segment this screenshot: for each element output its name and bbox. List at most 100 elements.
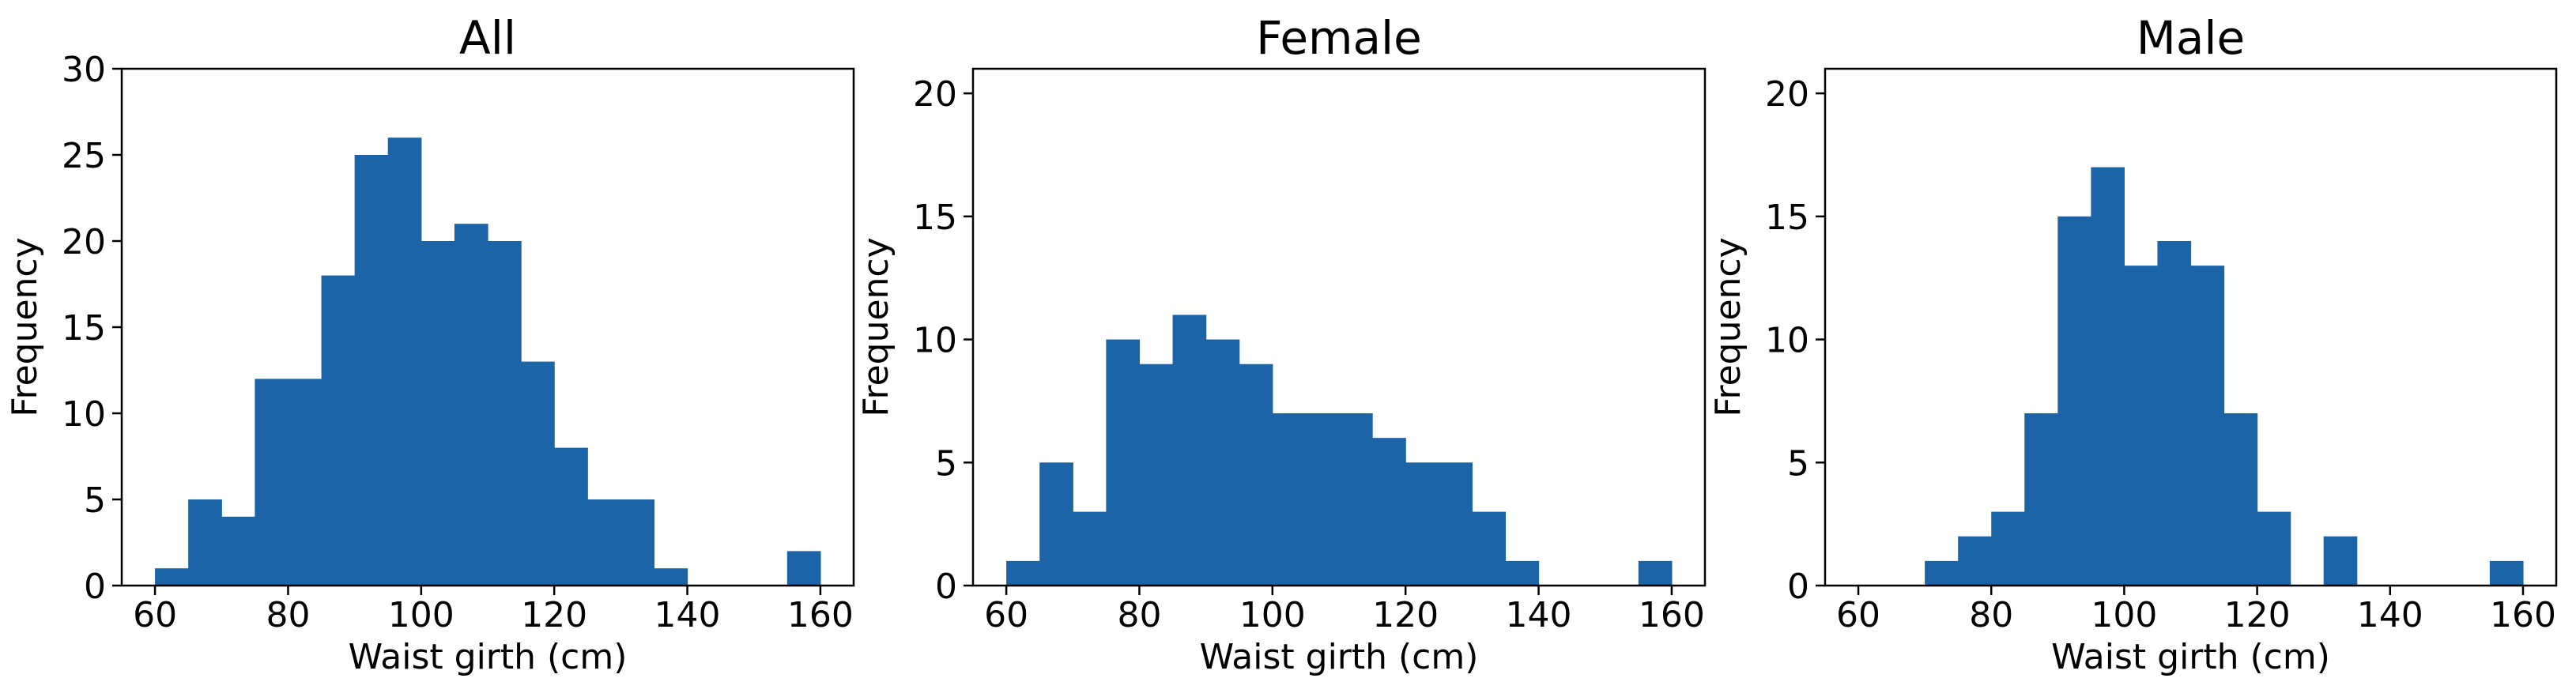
y-tick-label: 5 — [1787, 443, 1809, 484]
x-tick-label: 160 — [787, 595, 854, 635]
histogram-bar — [321, 275, 356, 586]
y-tick-label: 10 — [1765, 321, 1809, 361]
y-axis-ticks: 0 5 10 15 20 25 30 — [62, 50, 122, 607]
x-axis-label: Waist girth (cm) — [349, 637, 628, 677]
x-tick-label: 100 — [388, 595, 454, 635]
histogram-bar — [1405, 462, 1439, 586]
y-tick-label: 0 — [935, 567, 957, 607]
histogram-bar — [221, 516, 255, 586]
x-tick-label: 160 — [2490, 595, 2556, 635]
x-tick-label: 80 — [266, 595, 310, 635]
histogram-bar — [2323, 536, 2358, 586]
histogram-bar — [554, 447, 588, 586]
x-tick-label: 120 — [521, 595, 587, 635]
x-axis-ticks: 60 80 100 120 140 160 — [133, 586, 854, 635]
histogram-bar — [1505, 560, 1540, 586]
histogram-bar — [454, 224, 488, 586]
x-tick-label: 60 — [984, 595, 1028, 635]
histogram-bar — [1991, 511, 2025, 586]
histogram-bar — [587, 499, 621, 586]
y-tick-label: 0 — [84, 567, 106, 607]
histogram-bar — [1472, 511, 1507, 586]
histogram-bar — [1205, 339, 1240, 586]
histogram-bar — [1925, 560, 1959, 586]
y-tick-label: 10 — [62, 394, 106, 435]
x-tick-label: 160 — [1639, 595, 1705, 635]
histogram-bar — [1039, 462, 1073, 586]
panel-title: Female — [1256, 11, 1422, 65]
histogram-bar — [1006, 560, 1040, 586]
histogram-bar — [2057, 216, 2091, 586]
panel-title: Male — [2137, 11, 2245, 65]
y-axis-ticks: 0 5 10 15 20 — [913, 74, 973, 607]
histogram-bar — [255, 379, 289, 586]
histogram-bar — [1272, 413, 1307, 586]
histogram-bar — [155, 568, 189, 586]
histogram-bars — [155, 138, 821, 586]
histogram-bar — [421, 241, 455, 586]
y-axis-label: Frequency — [1708, 237, 1748, 416]
y-tick-label: 25 — [62, 136, 106, 176]
histogram-bar — [1638, 560, 1673, 586]
panel-male: 60 80 100 120 140 160 0 5 10 15 20 Male Waist gir… — [1708, 11, 2558, 677]
panel-all: 60 80 100 120 140 160 0 5 10 15 20 25 30 All Waist … — [5, 11, 855, 677]
histogram-bars — [1006, 315, 1673, 586]
x-axis-label: Waist girth (cm) — [1200, 637, 1479, 677]
histogram-bar — [1439, 462, 1473, 586]
x-tick-label: 60 — [133, 595, 177, 635]
x-tick-label: 80 — [1117, 595, 1161, 635]
x-tick-label: 80 — [1969, 595, 2013, 635]
histogram-bars — [1925, 167, 2524, 586]
histogram-bar — [786, 551, 821, 586]
panel-female: 60 80 100 120 140 160 0 5 10 15 20 Female Waist g… — [856, 11, 1707, 677]
histogram-bar — [1339, 413, 1373, 586]
y-tick-label: 15 — [913, 198, 957, 238]
histogram-bar — [1239, 364, 1273, 586]
y-tick-label: 20 — [62, 222, 106, 262]
histogram-bar — [2223, 413, 2258, 586]
histogram-bar — [1106, 339, 1141, 586]
histogram-bar — [2157, 241, 2192, 586]
histogram-bar — [2489, 560, 2524, 586]
histogram-bar — [354, 155, 389, 586]
x-tick-label: 140 — [2357, 595, 2423, 635]
x-tick-label: 60 — [1836, 595, 1880, 635]
histogram-bar — [188, 499, 222, 586]
histogram-bar — [2257, 511, 2291, 586]
x-axis-label: Waist girth (cm) — [2051, 637, 2330, 677]
y-axis-label: Frequency — [5, 237, 45, 416]
x-tick-label: 100 — [1239, 595, 1306, 635]
y-tick-label: 0 — [1787, 567, 1809, 607]
x-axis-ticks: 60 80 100 120 140 160 — [984, 586, 1705, 635]
histogram-bar — [1139, 364, 1174, 586]
histogram-bar — [654, 568, 688, 586]
x-tick-label: 120 — [1372, 595, 1439, 635]
panel-title: All — [459, 11, 516, 65]
y-tick-label: 15 — [62, 308, 106, 348]
axes-frame — [1824, 67, 2558, 587]
y-tick-label: 5 — [935, 443, 957, 484]
histogram-bar — [488, 241, 522, 586]
histogram-bar — [1372, 438, 1406, 586]
x-axis-ticks: 60 80 100 120 140 160 — [1836, 586, 2556, 635]
x-tick-label: 140 — [654, 595, 721, 635]
y-axis-label: Frequency — [856, 237, 896, 416]
y-tick-label: 15 — [1765, 198, 1809, 238]
histogram-bar — [1172, 315, 1207, 586]
x-tick-label: 120 — [2224, 595, 2291, 635]
histogram-bar — [1958, 536, 1992, 586]
x-tick-label: 140 — [1506, 595, 1572, 635]
y-tick-label: 30 — [62, 50, 106, 90]
histogram-bar — [2091, 167, 2125, 586]
histogram-bar — [1305, 413, 1340, 586]
y-tick-label: 5 — [84, 480, 106, 521]
histogram-bar — [2124, 266, 2159, 586]
x-tick-label: 100 — [2091, 595, 2157, 635]
histogram-bar — [387, 138, 422, 586]
axes-frame — [971, 67, 1707, 587]
histogram-bar — [2190, 266, 2225, 586]
y-tick-label: 20 — [1765, 74, 1809, 115]
y-axis-ticks: 0 5 10 15 20 — [1765, 74, 1825, 607]
